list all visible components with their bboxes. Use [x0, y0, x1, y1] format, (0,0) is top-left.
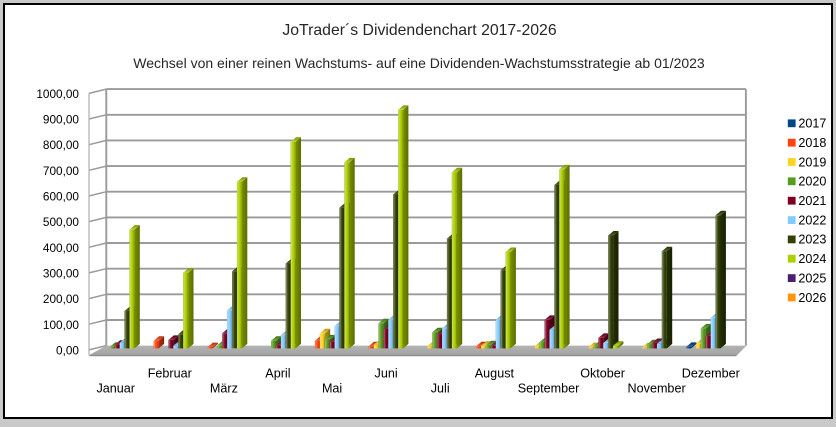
svg-text:Januar: Januar	[96, 382, 135, 396]
svg-text:900,00: 900,00	[43, 113, 80, 127]
svg-text:2020: 2020	[798, 175, 826, 189]
svg-text:2017: 2017	[798, 117, 826, 131]
svg-text:2019: 2019	[798, 155, 826, 169]
svg-text:2022: 2022	[798, 213, 826, 227]
svg-text:800,00: 800,00	[43, 138, 80, 152]
svg-text:100,00: 100,00	[43, 318, 80, 332]
svg-text:1000,00: 1000,00	[36, 87, 79, 101]
svg-text:2018: 2018	[798, 136, 826, 150]
svg-text:Juli: Juli	[431, 382, 450, 396]
svg-text:August: August	[475, 367, 515, 381]
svg-text:Oktober: Oktober	[580, 367, 625, 381]
svg-text:2024: 2024	[798, 252, 826, 266]
svg-text:600,00: 600,00	[43, 190, 80, 204]
svg-text:November: November	[628, 382, 686, 396]
svg-text:2023: 2023	[798, 233, 826, 247]
svg-text:300,00: 300,00	[43, 266, 80, 280]
svg-text:März: März	[210, 382, 238, 396]
svg-text:0,00: 0,00	[56, 343, 79, 357]
svg-text:Mai: Mai	[322, 382, 342, 396]
svg-text:200,00: 200,00	[43, 292, 80, 306]
svg-text:Februar: Februar	[148, 367, 192, 381]
svg-text:700,00: 700,00	[43, 164, 80, 178]
svg-text:JoTrader´s Dividendenchart 201: JoTrader´s Dividendenchart 2017-2026	[282, 22, 556, 39]
svg-text:Juni: Juni	[375, 367, 398, 381]
svg-text:April: April	[265, 367, 290, 381]
svg-text:2021: 2021	[798, 194, 826, 208]
svg-text:2026: 2026	[798, 291, 826, 305]
svg-text:2025: 2025	[798, 271, 826, 285]
svg-text:400,00: 400,00	[43, 241, 80, 255]
svg-text:Dezember: Dezember	[682, 367, 740, 381]
svg-text:Wechsel von einer reinen Wachs: Wechsel von einer reinen Wachstums- auf …	[133, 55, 705, 71]
svg-text:September: September	[518, 382, 580, 396]
svg-text:500,00: 500,00	[43, 215, 80, 229]
